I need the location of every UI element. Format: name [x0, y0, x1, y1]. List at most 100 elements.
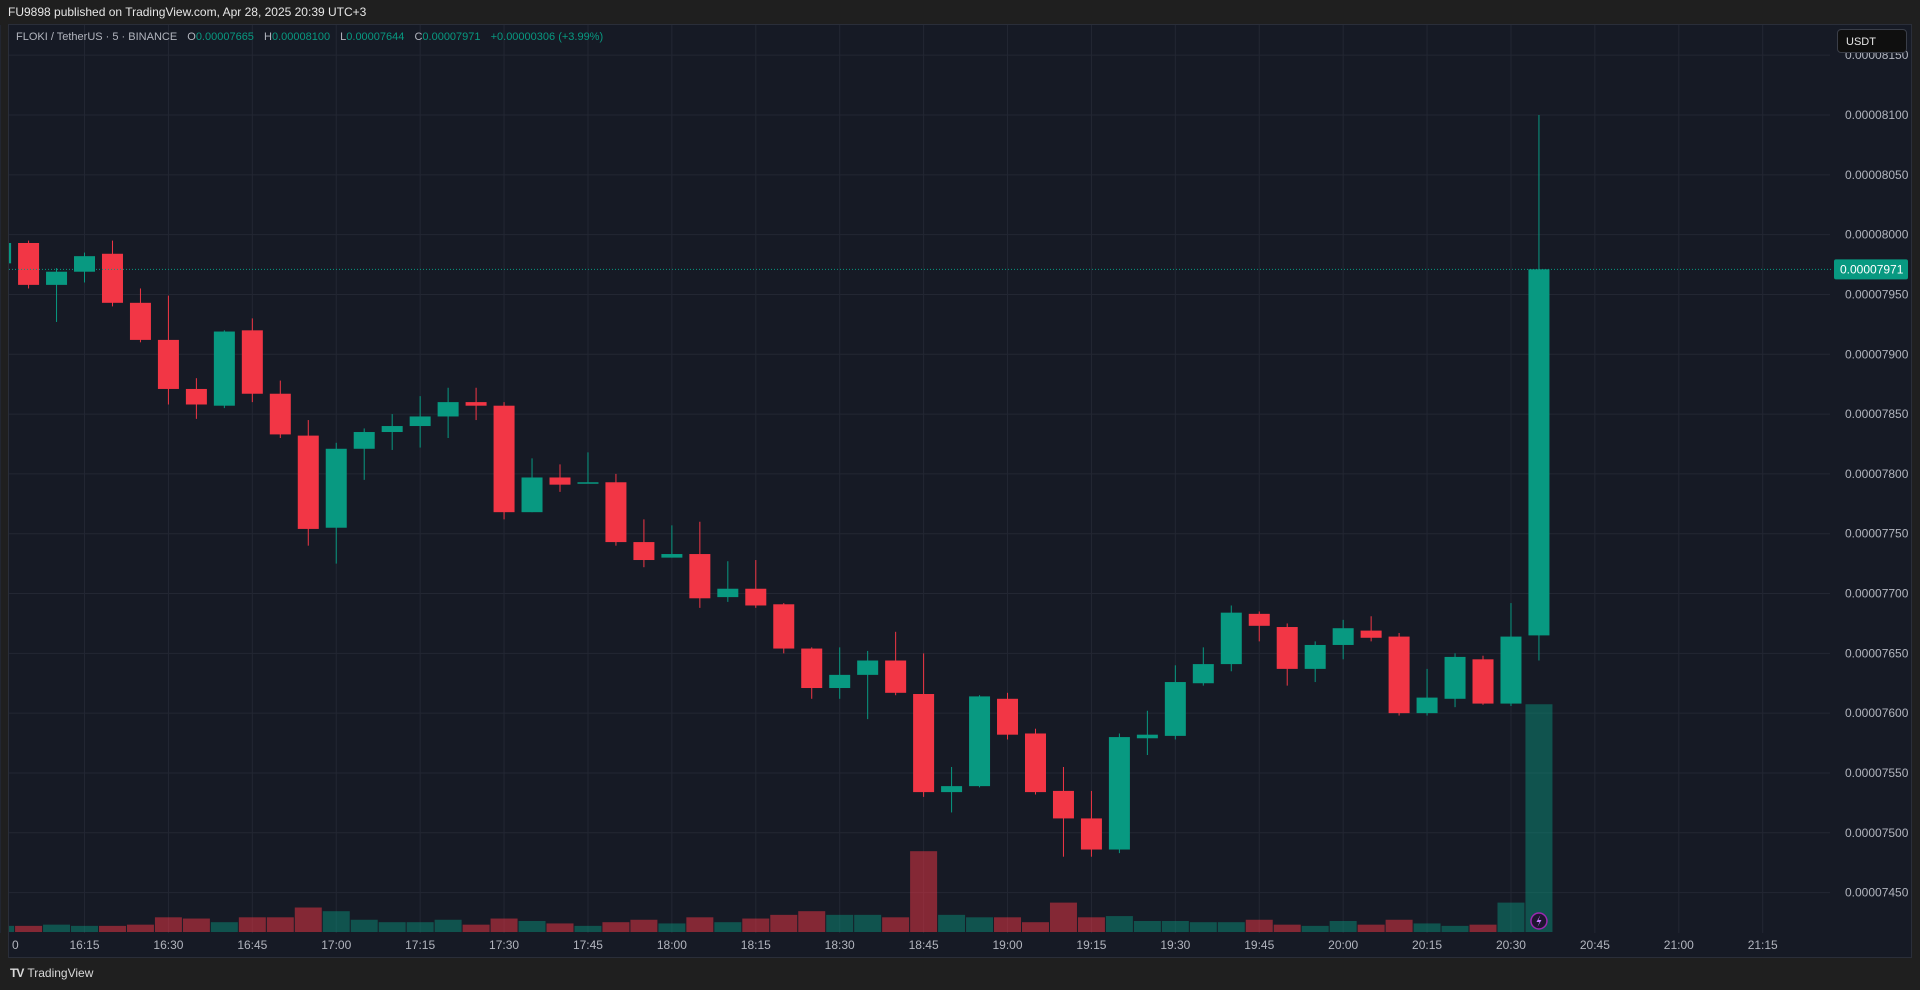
- volume-bar: [1189, 922, 1217, 932]
- volume-bar: [238, 917, 266, 932]
- candle-body: [941, 786, 963, 793]
- currency-button[interactable]: USDT: [1837, 29, 1907, 53]
- candle-body: [241, 330, 263, 394]
- close-label: C: [414, 31, 423, 43]
- volume-bar: [1301, 925, 1329, 932]
- time-tick-label: 20:15: [1412, 938, 1442, 952]
- volume-bar: [770, 914, 798, 932]
- volume-bar: [1077, 917, 1105, 932]
- candle-body: [745, 588, 767, 606]
- candle-body: [1416, 697, 1438, 714]
- candle-body: [1360, 630, 1382, 638]
- open-label: O: [187, 31, 196, 43]
- candle-body: [1192, 664, 1214, 684]
- volume-bar: [994, 917, 1022, 932]
- volume-bar: [630, 919, 658, 932]
- candle-body: [1080, 818, 1102, 850]
- volume-bar: [798, 911, 826, 932]
- candle-body: [465, 402, 487, 406]
- candle-body: [213, 331, 235, 406]
- candle-body: [409, 416, 431, 427]
- open-value: 0.00007665: [195, 31, 254, 43]
- volume-bar: [518, 920, 546, 932]
- publish-info: FU9898 published on TradingView.com, Apr…: [8, 5, 367, 19]
- volume-bar: [294, 907, 322, 932]
- price-tick-label: 0.00007900: [1845, 347, 1909, 361]
- candle-body: [101, 253, 123, 303]
- price-tick-label: 0.00007850: [1845, 407, 1909, 421]
- low-label: L: [340, 31, 347, 43]
- volume-bar: [462, 924, 490, 932]
- candle-body: [633, 542, 655, 561]
- tradingview-logo-icon[interactable]: TV: [10, 966, 24, 980]
- candle-body: [829, 674, 851, 689]
- symbol-title[interactable]: FLOKI / TetherUS · 5 · BINANCE: [16, 31, 178, 43]
- price-tick-label: 0.00007800: [1845, 467, 1909, 481]
- candle-body: [9, 243, 12, 264]
- volume-bar: [966, 917, 994, 932]
- volume-bar: [546, 923, 574, 932]
- candle-body: [1528, 269, 1550, 636]
- candle-body: [577, 482, 599, 484]
- candle-body: [297, 435, 319, 529]
- volume-bar: [266, 917, 294, 932]
- low-value: 0.00007644: [346, 31, 405, 43]
- price-tick-label: 0.00007550: [1845, 766, 1909, 780]
- time-tick-label: 17:30: [489, 938, 519, 952]
- candle-body: [997, 698, 1019, 735]
- price-axis[interactable]: 0.000081500.000081000.000080500.00008000…: [1845, 48, 1909, 899]
- candle-body: [521, 477, 543, 513]
- time-tick-label: 19:00: [993, 938, 1023, 952]
- time-tick-label: 17:45: [573, 938, 603, 952]
- volume-bar: [154, 917, 182, 932]
- volume-bar: [1525, 704, 1553, 932]
- time-tick-label: 19:30: [1160, 938, 1190, 952]
- volume-bar: [1385, 919, 1413, 932]
- footer: TV TradingView: [10, 966, 93, 980]
- time-tick-label: 18:45: [909, 938, 939, 952]
- brand-name[interactable]: TradingView: [27, 966, 94, 980]
- price-tick-label: 0.00007600: [1845, 706, 1909, 720]
- time-tick-label: 16:15: [69, 938, 99, 952]
- price-tick-label: 0.00007450: [1845, 886, 1909, 900]
- lightning-glyph: [1536, 915, 1542, 927]
- volume-bar: [126, 924, 154, 932]
- price-tick-label: 0.00008000: [1845, 228, 1909, 242]
- time-tick-label: 20:45: [1580, 938, 1610, 952]
- time-axis[interactable]: 0 16:15 16:30 16:45 17:00 17:15 17:30 17:45 18:0…: [12, 938, 1778, 952]
- volume-bar: [210, 922, 238, 932]
- volume-bar: [1161, 920, 1189, 932]
- price-tick-label: 0.00008050: [1845, 168, 1909, 182]
- candle-body: [913, 694, 935, 793]
- candle-body: [18, 243, 40, 285]
- candle-body: [157, 339, 179, 389]
- volume-bar: [1273, 924, 1301, 932]
- last-price-label: 0.00007971: [1840, 262, 1904, 276]
- symbol-legend: FLOKI / TetherUS · 5 · BINANCE O0.000076…: [16, 31, 603, 43]
- candle-body: [1388, 636, 1410, 714]
- candle-body: [773, 604, 795, 649]
- volume-bar: [826, 914, 854, 932]
- volume-bar: [9, 925, 15, 932]
- last-price-badge: [1834, 259, 1908, 280]
- volume-bar: [15, 925, 43, 932]
- candle-body: [1108, 737, 1130, 850]
- volume-series: [9, 704, 1553, 932]
- price-tick-label: 0.00007950: [1845, 287, 1909, 301]
- candle-body: [1052, 790, 1074, 819]
- candle-body: [1164, 682, 1186, 736]
- volume-bar: [490, 918, 518, 932]
- volume-bar: [434, 919, 462, 932]
- price-tick-label: 0.00007700: [1845, 587, 1909, 601]
- volume-bar: [1217, 922, 1245, 932]
- candle-body: [269, 393, 291, 435]
- candle-body: [1304, 644, 1326, 669]
- volume-bar: [322, 911, 350, 932]
- change-value: +0.00000306 (+3.99%): [490, 31, 604, 43]
- volume-bar: [1469, 924, 1497, 932]
- volume-bar: [1413, 923, 1441, 932]
- volume-bar: [574, 925, 602, 932]
- volume-bar: [658, 923, 686, 932]
- candle-body: [689, 554, 711, 599]
